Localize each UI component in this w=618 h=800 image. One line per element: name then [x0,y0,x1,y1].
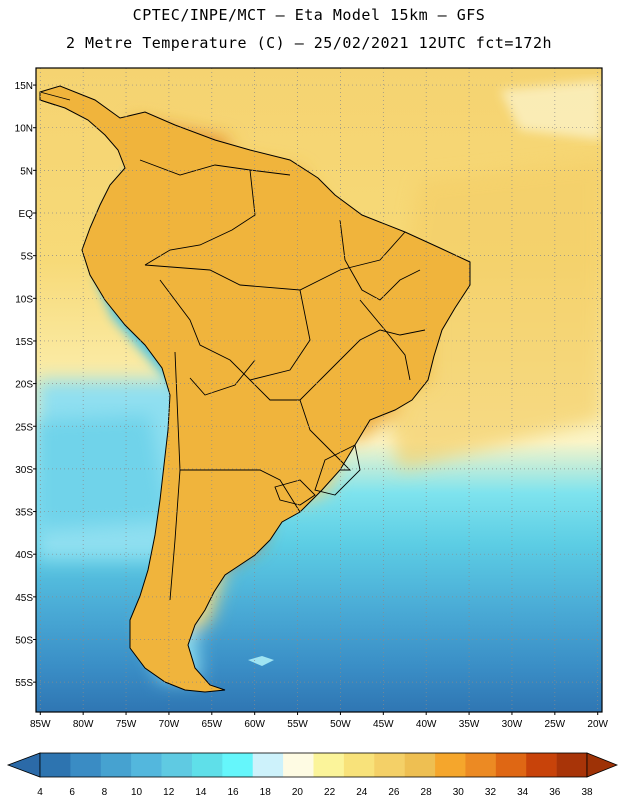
latitude-tick-label: 55S [15,678,33,689]
longitude-tick-label: 25W [545,719,566,730]
longitude-tick-label: 80W [73,719,94,730]
colorbar-label: 4 [37,787,43,798]
falkland-islands [248,656,274,666]
title-line-2: 2 Metre Temperature (C) – 25/02/2021 12U… [65,34,553,52]
pacific-cold-region [36,415,170,530]
latitude-tick-label: 5N [20,166,33,177]
latitude-tick-label: 20S [15,380,33,391]
colorbar-cell [343,753,375,777]
latitude-tick-label: 5S [21,252,34,263]
longitude-tick-label: 65W [202,719,223,730]
longitude-tick-label: 20W [587,719,608,730]
colorbar-cell [100,753,132,777]
longitude-tick-label: 40W [416,719,437,730]
colorbar-cell [70,753,102,777]
colorbar-label: 6 [69,787,75,798]
longitude-tick-label: 30W [502,719,523,730]
colorbar-cell [465,753,497,777]
colorbar-label: 24 [356,787,368,798]
longitude-tick-label: 60W [244,719,265,730]
colorbar-cell [191,753,223,777]
latitude-labels: 15N 10N 5N EQ 5S 10S 15S 20S 25S 30S 35S 40S 45S 50S 5… [15,81,36,689]
latitude-tick-label: EQ [19,209,34,220]
latitude-tick-label: 40S [15,550,33,561]
colorbar-cell [131,753,162,777]
latitude-tick-label: 50S [15,635,33,646]
colorbar-label: 14 [195,787,207,798]
latitude-tick-label: 35S [15,508,33,519]
colorbar-label: 8 [102,787,108,798]
atlantic-warm-region [380,160,602,470]
colorbar-cells [39,752,588,778]
colorbar-label: 32 [485,787,497,798]
latitude-tick-label: 30S [15,465,33,476]
colorbar-label: 22 [324,787,336,798]
title-line-1: CPTEC/INPE/MCT – Eta Model 15km – GFS [132,6,486,24]
latitude-tick-label: 10N [15,124,33,135]
longitude-tick-label: 85W [30,719,51,730]
latitude-tick-label: 25S [15,422,33,433]
colorbar-label: 28 [421,787,433,798]
colorbar-label: 12 [163,787,175,798]
longitude-tick-label: 55W [287,719,308,730]
longitude-tick-label: 45W [373,719,394,730]
colorbar-label: 18 [260,787,272,798]
latitude-tick-label: 45S [15,593,33,604]
colorbar-cell [313,753,345,777]
colorbar-label: 34 [517,787,529,798]
latitude-tick-label: 15N [15,81,33,92]
colorbar-label: 16 [227,787,239,798]
coastlines-and-borders [39,85,471,693]
colorbar-over-triangle [586,752,618,778]
longitude-labels: 85W 80W 75W 70W 65W 60W 55W 50W 45W 40W 35W 30W 25W 2… [30,712,609,730]
colorbar-label: 26 [388,787,400,798]
latitude-tick-label: 10S [15,294,33,305]
longitude-tick-label: 75W [116,719,137,730]
colorbar-label: 36 [549,787,561,798]
colorbar-cell [556,753,588,777]
colorbar-label: 20 [292,787,304,798]
caribbean-cool-patch [500,80,602,140]
colorbar-cell [526,753,557,777]
colorbar-cell [222,753,254,777]
colorbar-cell [374,753,405,777]
colorbar-cell [404,753,436,777]
longitude-tick-label: 50W [330,719,351,730]
colorbar-label: 30 [453,787,465,798]
colorbar-cell [252,753,284,777]
colorbar-cell [40,753,71,777]
colorbar-cell [495,753,527,777]
map-frame [35,67,603,713]
colorbar-label: 38 [581,787,593,798]
colorbar-labels: 4 6 8 10 12 14 16 18 20 22 24 26 28 30 32 34 36 38 [37,787,593,798]
colorbar-cell [161,753,193,777]
longitude-tick-label: 35W [459,719,480,730]
colorbar-under-triangle [6,752,41,778]
colorbar-cell [435,753,466,777]
longitude-tick-label: 70W [159,719,180,730]
colorbar-label: 10 [131,787,143,798]
lat-lon-gridlines [36,68,602,712]
colorbar-cell [283,753,314,777]
latitude-tick-label: 15S [15,337,33,348]
